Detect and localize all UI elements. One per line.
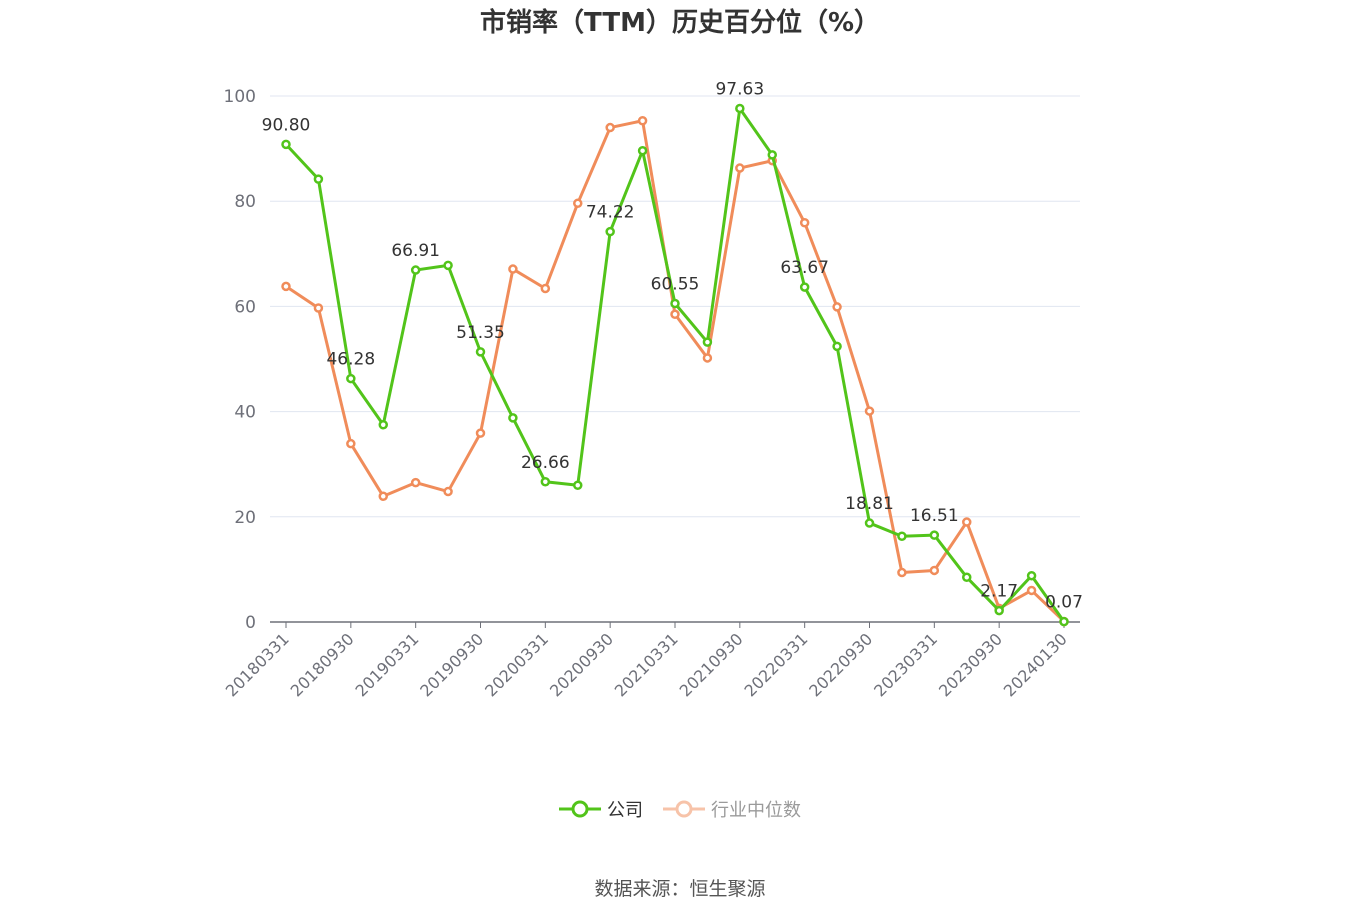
data-point-s0-23[interactable] [1026, 570, 1037, 581]
data-label-12: 60.55 [651, 275, 700, 295]
data-point-s1-17[interactable] [832, 302, 842, 312]
data-point-s0-21[interactable] [962, 572, 972, 583]
data-labels: 90.80 46.28 66.91 51.35 26.66 74.22 60.55 97.63… [262, 79, 1083, 612]
data-point-s1-12[interactable] [670, 309, 680, 320]
chart-title: 市销率（TTM）历史百分位（%） [480, 8, 880, 38]
y-tick-label-0: 0 [245, 613, 256, 633]
data-label-10: 74.22 [586, 203, 635, 223]
x-tick-label-20230930: 20230930 [935, 629, 1006, 700]
legend-company-line-icon [559, 800, 601, 818]
y-tick-label-20: 20 [234, 508, 256, 528]
data-point-s0-0[interactable] [281, 139, 291, 150]
legend-industry-line-icon [663, 800, 705, 818]
data-point-s0-9[interactable] [573, 480, 583, 490]
line-chart: 0 20 40 60 80 100 2018033120180930201903312019… [222, 79, 1083, 700]
data-point-s1-14[interactable] [735, 163, 745, 173]
data-point-s1-3[interactable] [378, 491, 388, 502]
data-point-s1-0[interactable] [281, 281, 291, 292]
data-point-s0-7[interactable] [508, 413, 518, 423]
data-point-s0-10[interactable] [605, 226, 615, 237]
data-point-s1-1[interactable] [313, 303, 324, 313]
data-point-s0-8[interactable] [540, 477, 551, 487]
x-tick-label-20220930: 20220930 [805, 629, 876, 700]
x-tick-label-20180930: 20180930 [287, 629, 358, 700]
data-point-s0-13[interactable] [702, 337, 713, 347]
data-point-s0-1[interactable] [313, 174, 324, 184]
data-point-s0-2[interactable] [346, 373, 356, 384]
data-point-s1-6[interactable] [475, 428, 486, 438]
data-point-s1-18[interactable] [864, 406, 875, 416]
data-point-s0-5[interactable] [443, 260, 453, 271]
x-tick-label-20180331: 20180331 [222, 629, 293, 700]
data-label-14: 97.63 [715, 79, 764, 99]
data-label-6: 51.35 [456, 323, 505, 343]
data-label-8: 26.66 [521, 453, 570, 473]
series-line-1 [285, 119, 1066, 623]
data-point-s1-16[interactable] [799, 218, 810, 228]
data-point-s1-19[interactable] [897, 567, 907, 578]
source-note: 数据来源：恒生聚源 [594, 878, 766, 900]
data-point-s0-15[interactable] [767, 150, 777, 160]
data-label-20: 16.51 [910, 506, 959, 526]
data-point-s1-20[interactable] [929, 565, 940, 576]
data-label-18: 18.81 [845, 494, 894, 514]
x-tick-label-20210331: 20210331 [611, 629, 682, 700]
x-tick-label-20230331: 20230331 [870, 629, 941, 700]
data-point-s1-9[interactable] [573, 198, 583, 209]
legend-label-industry-median: 行业中位数 [711, 800, 801, 821]
x-tick-label-20200930: 20200930 [546, 629, 617, 700]
data-label-24: 0.07 [1045, 593, 1083, 613]
legend-item-industry-median[interactable]: 行业中位数 [663, 796, 801, 822]
data-point-s1-7[interactable] [508, 264, 518, 274]
data-point-s0-22[interactable] [994, 605, 1004, 616]
legend-label-company: 公司 [607, 800, 643, 821]
data-point-s1-2[interactable] [346, 438, 356, 449]
legend: 公司 行业中位数 [0, 796, 1360, 822]
data-point-s1-8[interactable] [540, 283, 551, 294]
x-tick-label-20240130: 20240130 [1000, 629, 1071, 700]
y-tick-label-100: 100 [224, 87, 256, 107]
y-tick-label-40: 40 [234, 403, 256, 423]
x-tick-label-20200331: 20200331 [481, 629, 552, 700]
data-label-16: 63.67 [780, 258, 829, 278]
data-point-s0-16[interactable] [799, 282, 810, 292]
data-point-s1-4[interactable] [410, 477, 421, 488]
data-point-s1-21[interactable] [962, 517, 972, 527]
x-tick-label-20190930: 20190930 [416, 629, 487, 700]
data-point-s0-14[interactable] [735, 103, 745, 114]
data-point-s0-12[interactable] [670, 298, 680, 309]
x-tick-label-20220331: 20220331 [740, 629, 811, 700]
data-point-s0-4[interactable] [410, 265, 421, 275]
data-point-s0-17[interactable] [832, 341, 842, 352]
legend-item-company[interactable]: 公司 [559, 796, 643, 822]
data-label-2: 46.28 [326, 350, 375, 370]
data-label-22: 2.17 [980, 582, 1018, 602]
data-point-s1-13[interactable] [702, 353, 713, 363]
data-point-s1-5[interactable] [443, 486, 453, 497]
data-point-s0-24[interactable] [1059, 616, 1069, 627]
series-lines [281, 103, 1069, 627]
data-label-4: 66.91 [391, 241, 440, 261]
data-point-s1-11[interactable] [637, 115, 648, 126]
series-line-0 [284, 106, 1066, 623]
data-point-s1-23[interactable] [1026, 585, 1037, 596]
y-tick-label-60: 60 [234, 297, 256, 317]
data-point-s0-3[interactable] [378, 420, 388, 430]
data-point-s1-10[interactable] [605, 122, 615, 133]
data-label-0: 90.80 [262, 115, 311, 135]
y-tick-label-80: 80 [234, 192, 256, 212]
data-point-s0-6[interactable] [475, 347, 486, 357]
data-point-s0-20[interactable] [929, 530, 940, 540]
data-point-s0-19[interactable] [897, 531, 907, 542]
data-point-s0-11[interactable] [637, 145, 648, 156]
data-point-s0-18[interactable] [864, 518, 875, 528]
x-tick-label-20190331: 20190331 [351, 629, 422, 700]
x-tick-label-20210930: 20210930 [676, 629, 747, 700]
